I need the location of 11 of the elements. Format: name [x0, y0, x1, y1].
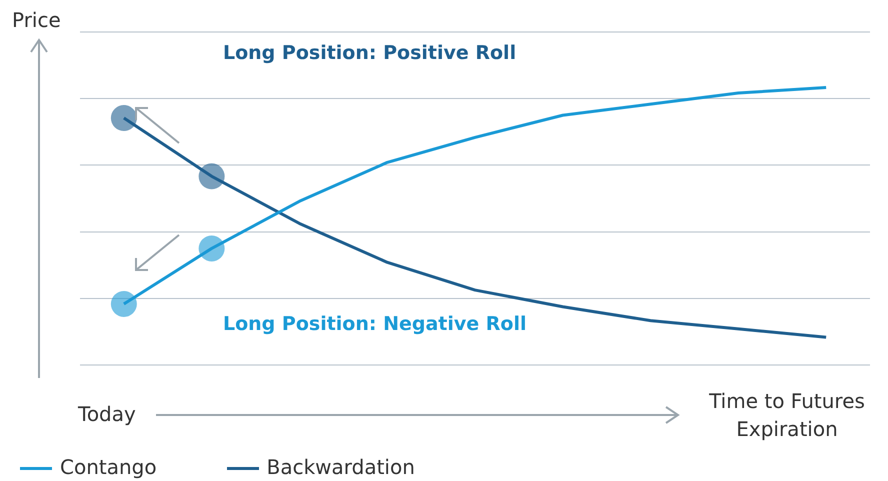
- x-axis-title: Time to Futures Expiration: [708, 388, 866, 443]
- text: Today: [78, 402, 136, 426]
- point: [198, 163, 225, 190]
- legend-label: Backwardation: [266, 455, 415, 479]
- point: [198, 235, 225, 262]
- point: [110, 290, 137, 317]
- point: [110, 105, 137, 132]
- y-axis-title: Price: [12, 8, 61, 32]
- text: Long Position: Positive Roll: [223, 42, 516, 64]
- legend-label: Contango: [59, 455, 157, 479]
- annotation: Long Position: Negative Roll: [223, 313, 526, 335]
